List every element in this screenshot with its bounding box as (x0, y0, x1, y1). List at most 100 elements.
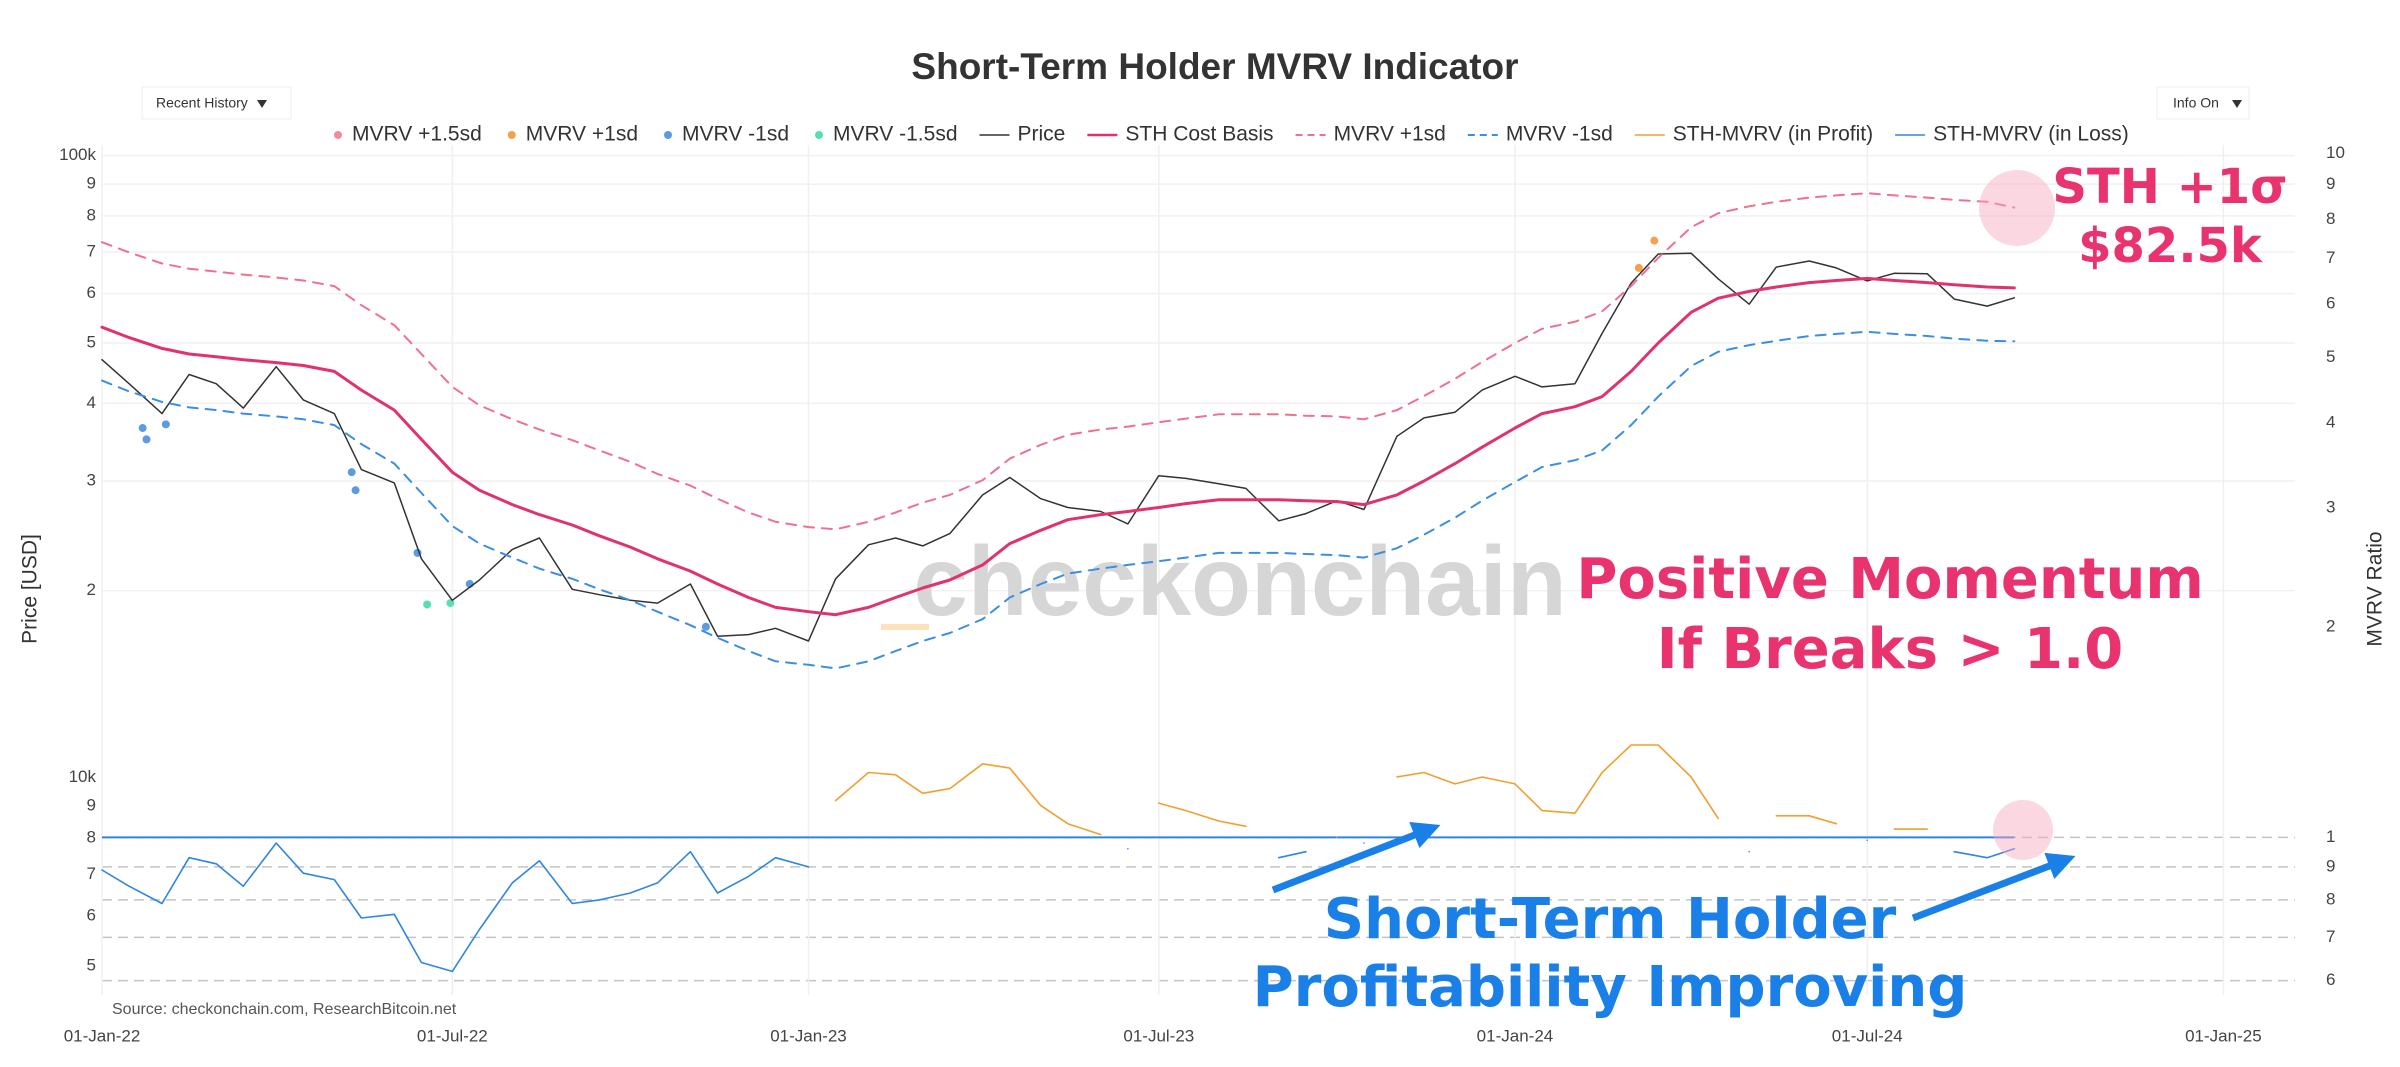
y-axis-title: Price [USD] (19, 534, 42, 644)
y3-tick-label: 10k (69, 767, 97, 786)
marker-point (161, 420, 170, 429)
y3-tick-label: 5 (87, 955, 96, 974)
y-tick-label: 3 (87, 471, 96, 490)
annotation: Short-Term Holder (1324, 887, 1897, 952)
y3-tick-label: 9 (87, 796, 96, 815)
marker-point (138, 424, 147, 433)
legend-item[interactable]: Price (979, 123, 1066, 146)
dropdown-arrow[interactable] (2232, 100, 2242, 108)
legend-item[interactable]: MVRV -1.5sd (815, 123, 958, 146)
y2-tick-label: 6 (2326, 293, 2335, 312)
y3-tick-label: 6 (87, 906, 96, 925)
x-tick-label: 01-Jul-23 (1123, 1026, 1194, 1045)
dropdown-label[interactable]: Recent History (156, 95, 248, 111)
annotation: Profitability Improving (1253, 955, 1968, 1020)
x-tick-label: 01-Jul-24 (1832, 1026, 1903, 1045)
annotation: STH +1σ (2052, 159, 2287, 215)
y-tick-label: 2 (87, 580, 96, 599)
legend-label: MVRV -1sd (682, 123, 789, 146)
legend-item[interactable]: STH-MVRV (in Profit) (1634, 123, 1873, 146)
legend-label: Price (1018, 123, 1066, 146)
highlight-circle (1979, 170, 2055, 246)
legend-label: MVRV +1.5sd (352, 123, 482, 146)
x-tick-label: 01-Jan-24 (1477, 1026, 1554, 1045)
legend: MVRV +1.5sd MVRV +1sd MVRV -1sd MVRV -1.5sd… (334, 123, 2129, 146)
plot-area (100, 192, 2016, 973)
dropdown-box[interactable] (2156, 86, 2250, 120)
marker-point (701, 622, 710, 631)
marker-point (142, 435, 151, 444)
legend-item[interactable]: STH Cost Basis (1087, 123, 1274, 146)
highlight-circle (1993, 800, 2053, 860)
y2-tick-label: 9 (2326, 174, 2335, 193)
x-tick-label: 01-Jan-22 (64, 1026, 141, 1045)
series-line (101, 192, 2016, 531)
legend-marker (334, 131, 342, 139)
arrow (1271, 822, 1441, 894)
legend-label: MVRV +1sd (526, 123, 638, 146)
y2-tick-label: 5 (2326, 347, 2335, 366)
dropdown-recent-history[interactable]: Recent History (141, 86, 292, 120)
legend-item[interactable]: MVRV -1sd (664, 123, 789, 146)
y-tick-label: 9 (87, 174, 96, 193)
x-tick-label: 01-Jan-23 (770, 1026, 847, 1045)
marker-point (446, 599, 455, 608)
marker-point (1634, 263, 1643, 272)
y3-tick-label: 7 (87, 864, 96, 883)
y2-tick-label: 2 (2326, 617, 2335, 636)
y4-tick-label: 9 (2326, 856, 2335, 875)
annotation: Positive Momentum (1576, 547, 2203, 612)
legend-marker (815, 131, 823, 139)
y-tick-label: 5 (87, 332, 96, 351)
y2-tick-label: 3 (2326, 497, 2335, 516)
y4-tick-label: 6 (2326, 970, 2335, 989)
legend-label: MVRV -1sd (1506, 123, 1613, 146)
source-note: Source: checkonchain.com, ResearchBitcoi… (112, 1001, 457, 1018)
series-line (101, 839, 2016, 973)
legend-item[interactable]: STH-MVRV (in Loss) (1895, 123, 2129, 146)
series-line (834, 744, 1928, 839)
marker-point (1650, 236, 1659, 245)
legend-item[interactable]: MVRV +1sd (507, 123, 638, 146)
chart-title: Short-Term Holder MVRV Indicator (911, 46, 1518, 87)
legend-label: STH Cost Basis (1125, 123, 1273, 146)
legend-item[interactable]: MVRV +1.5sd (334, 123, 482, 146)
legend-item[interactable]: MVRV +1sd (1295, 123, 1446, 146)
x-tick-label: 01-Jul-22 (417, 1026, 488, 1045)
y-tick-label: 6 (87, 283, 96, 302)
dropdown-arrow[interactable] (257, 100, 267, 108)
legend-item[interactable]: MVRV -1sd (1467, 123, 1613, 146)
marker-point (351, 486, 360, 495)
grid (101, 145, 2295, 995)
y3-tick-label: 8 (87, 828, 96, 847)
legend-label: STH-MVRV (in Loss) (1933, 123, 2129, 146)
legend-label: MVRV -1.5sd (833, 123, 958, 146)
dropdown-label[interactable]: Info On (2173, 95, 2219, 111)
y-tick-label: 100k (59, 145, 96, 164)
y-tick-label: 8 (87, 205, 96, 224)
series-line (100, 276, 2016, 617)
y-tick-label: 7 (87, 241, 96, 260)
legend-label: STH-MVRV (in Profit) (1673, 123, 1873, 146)
y2-tick-label: 4 (2326, 413, 2335, 432)
y4-tick-label: 1 (2326, 827, 2335, 846)
marker-point (347, 468, 356, 477)
y2-tick-label: 10 (2326, 143, 2345, 162)
annotation: $82.5k (2078, 218, 2263, 274)
annotation: If Breaks > 1.0 (1657, 617, 2123, 682)
marker-point (423, 600, 432, 609)
series-line (101, 252, 2016, 642)
y2-axis-title: MVRV Ratio (2364, 531, 2387, 646)
dropdown-info[interactable]: Info On (2156, 86, 2250, 120)
dropdown-box[interactable] (141, 86, 292, 120)
arrow (1911, 852, 2076, 922)
y2-tick-label: 8 (2326, 209, 2335, 228)
legend-marker (507, 131, 516, 139)
series-line (101, 330, 2016, 670)
legend-label: MVRV +1sd (1334, 123, 1446, 146)
legend-marker (664, 131, 673, 139)
